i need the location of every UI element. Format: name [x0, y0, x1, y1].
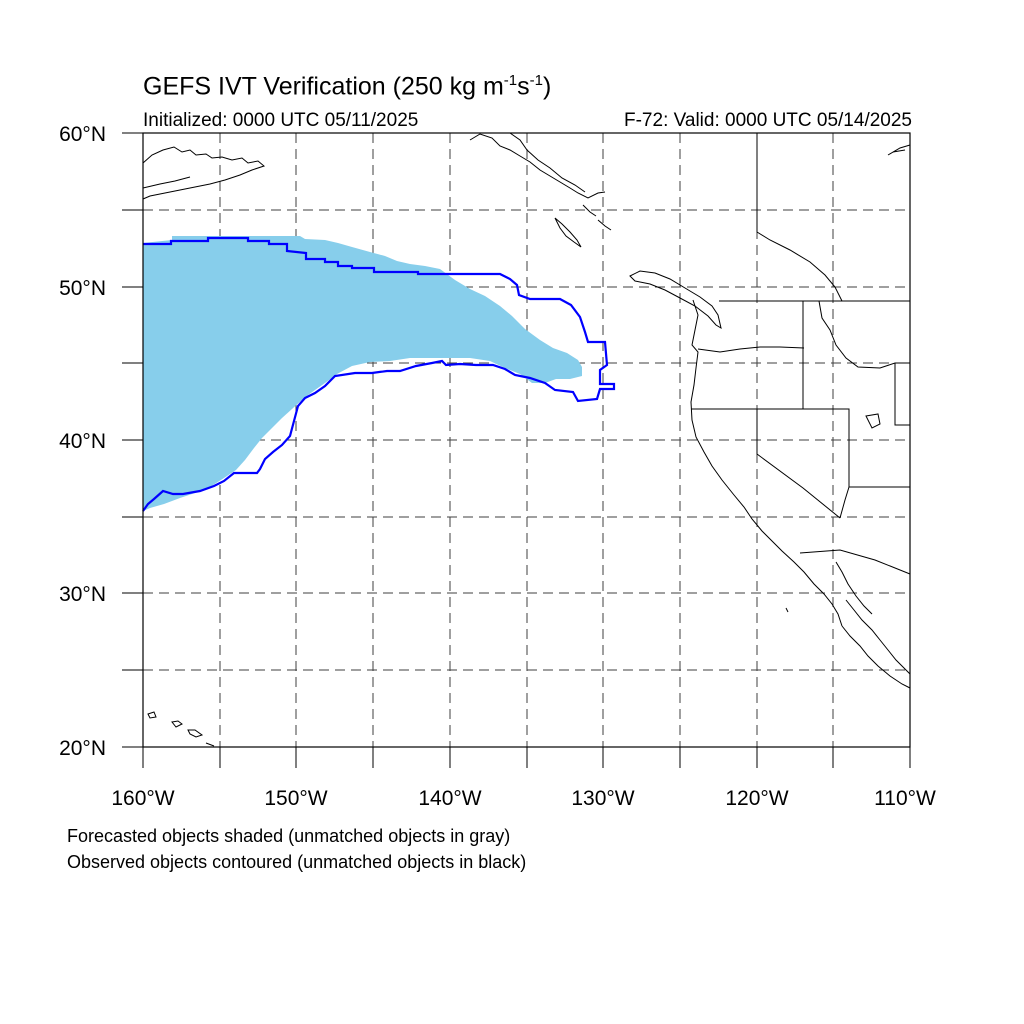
- lat-label-50: 50°N: [59, 277, 106, 300]
- map-title: GEFS IVT Verification (250 kg m-1s-1): [143, 72, 551, 101]
- title-end: ): [542, 72, 552, 101]
- lat-label-40: 40°N: [59, 430, 106, 453]
- valid-time-label: F-72: Valid: 0000 UTC 05/14/2025: [624, 110, 912, 131]
- title-sup-1: -1: [503, 72, 518, 89]
- forecast-ivt-object: [143, 236, 582, 511]
- lon-label-120w: 120°W: [725, 787, 788, 810]
- lat-label-60: 60°N: [59, 123, 106, 146]
- lon-label-130w: 130°W: [571, 787, 634, 810]
- grid-lines: [143, 133, 910, 747]
- init-time-label: Initialized: 0000 UTC 05/11/2025: [143, 110, 419, 131]
- lon-label-150w: 150°W: [264, 787, 327, 810]
- lat-ticks: [122, 132, 143, 748]
- lon-label-140w: 140°W: [418, 787, 481, 810]
- observed-caption: Observed objects contoured (unmatched ob…: [67, 852, 527, 872]
- lat-label-30: 30°N: [59, 583, 106, 606]
- title-mid: s: [517, 72, 530, 101]
- lon-label-110w: 110°W: [874, 787, 936, 810]
- lon-label-160w: 160°W: [111, 787, 174, 810]
- title-main: GEFS IVT Verification (250 kg m: [143, 72, 504, 101]
- lon-ticks: [142, 747, 911, 768]
- coastlines: [142, 132, 911, 747]
- lat-label-20: 20°N: [59, 737, 106, 760]
- forecast-caption: Forecasted objects shaded (unmatched obj…: [67, 826, 511, 846]
- title-sup-2: -1: [529, 72, 543, 89]
- observed-ivt-contour: [142, 236, 616, 512]
